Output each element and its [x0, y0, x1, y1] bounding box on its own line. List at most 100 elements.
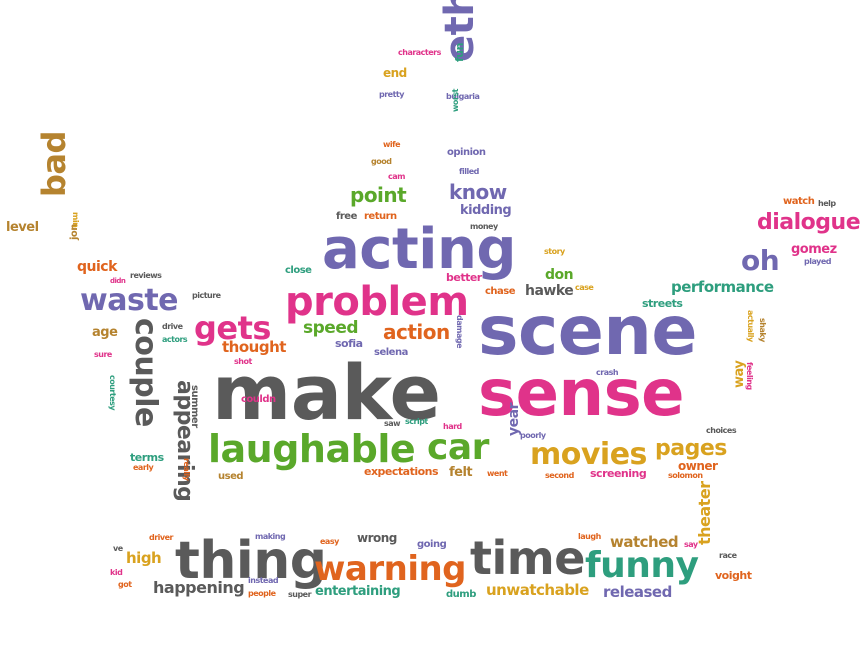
- word-super: super: [288, 590, 312, 599]
- word-actually: actually: [746, 310, 755, 342]
- word-point: point: [350, 183, 407, 207]
- word-expectations: expectations: [364, 465, 439, 478]
- word-feeling: feeling: [745, 362, 754, 390]
- word-owner: owner: [678, 459, 718, 473]
- word-ve: ve: [113, 544, 123, 553]
- word-crash: crash: [596, 368, 619, 377]
- word-age: age: [92, 325, 118, 340]
- word-funny: funny: [585, 545, 699, 586]
- word-pages: pages: [655, 436, 727, 461]
- word-filled: filled: [459, 167, 479, 176]
- word-streets: streets: [642, 297, 683, 310]
- word-case: case: [575, 283, 594, 292]
- word-hard: hard: [443, 422, 462, 431]
- word-selena: selena: [374, 347, 408, 358]
- word-gomez: gomez: [791, 242, 837, 257]
- word-time: time: [470, 531, 585, 585]
- word-opinion: opinion: [447, 147, 486, 158]
- word-end: end: [383, 66, 407, 80]
- word-instead: instead: [248, 576, 279, 585]
- word-level: level: [6, 220, 39, 235]
- word-terms: terms: [130, 451, 164, 464]
- word-performance: performance: [671, 278, 774, 296]
- word-acting: acting: [322, 217, 516, 282]
- word-race: race: [719, 551, 737, 560]
- word-screening: screening: [590, 467, 647, 480]
- word-dumb: dumb: [446, 589, 476, 600]
- word-characters: characters: [398, 48, 441, 57]
- word-played: played: [804, 257, 832, 266]
- word-unwatchable: unwatchable: [486, 581, 589, 599]
- word-couldn: couldn: [241, 394, 276, 405]
- word-dialogue: dialogue: [757, 210, 861, 235]
- word-entertaining: entertaining: [315, 584, 401, 599]
- word-saw: saw: [384, 419, 401, 428]
- word-hawke: hawke: [525, 283, 574, 299]
- word-oh: oh: [741, 244, 780, 277]
- word-poorly: poorly: [520, 431, 546, 440]
- word-laugh: laugh: [578, 532, 601, 541]
- word-happening: happening: [153, 578, 245, 597]
- word-going: going: [417, 539, 447, 550]
- word-summer: summer: [189, 385, 200, 428]
- word-free: free: [336, 211, 357, 222]
- word-early: early: [133, 463, 154, 472]
- word-sure: sure: [94, 350, 112, 359]
- word-damage: damage: [455, 315, 464, 349]
- word-sofia: sofia: [335, 337, 363, 350]
- word-thing: thing: [175, 531, 327, 591]
- word-fun: fun: [453, 43, 466, 62]
- word-help: help: [818, 199, 836, 208]
- word-close: close: [285, 265, 312, 276]
- word-choices: choices: [706, 426, 737, 435]
- word-thought: thought: [222, 338, 286, 356]
- word-kidding: kidding: [460, 203, 512, 218]
- word-people: people: [248, 589, 276, 598]
- word-voight: voight: [715, 569, 752, 582]
- word-laughable: laughable: [208, 427, 416, 471]
- word-gets: gets: [194, 309, 271, 347]
- word-better: better: [446, 271, 482, 284]
- word-courtesy: courtesy: [108, 375, 117, 411]
- word-story: story: [544, 247, 565, 256]
- word-second: second: [545, 471, 574, 480]
- word-felt: felt: [449, 465, 473, 480]
- word-know: know: [449, 180, 507, 204]
- word-drive: drive: [162, 322, 183, 331]
- word-shot: shot: [234, 357, 252, 366]
- word-problem: problem: [285, 279, 469, 325]
- word-min: min: [71, 212, 80, 228]
- word-movies: movies: [530, 437, 647, 472]
- word-picture: picture: [192, 291, 221, 300]
- word-return: return: [364, 211, 397, 222]
- word-driver: driver: [149, 533, 174, 542]
- word-couple: couple: [128, 318, 163, 427]
- word-action: action: [383, 320, 450, 344]
- word-quick: quick: [77, 259, 117, 275]
- word-shaky: shaky: [758, 318, 767, 342]
- word-didn: didn: [110, 277, 126, 285]
- word-used: used: [218, 471, 244, 482]
- word-scene: scene: [478, 292, 697, 371]
- word-say: say: [684, 540, 698, 549]
- word-cam: cam: [388, 172, 405, 181]
- word-making: making: [255, 532, 286, 541]
- word-watch: watch: [783, 196, 815, 207]
- word-money: money: [470, 222, 498, 231]
- word-car: car: [427, 427, 489, 468]
- word-watched: watched: [610, 533, 679, 551]
- word-speed: speed: [303, 318, 359, 338]
- word-got: got: [118, 580, 132, 589]
- word-theater: theater: [695, 481, 714, 545]
- word-make: make: [212, 348, 441, 437]
- word-good: good: [371, 157, 392, 166]
- word-reviews: reviews: [130, 271, 162, 280]
- word-year: year: [506, 403, 522, 436]
- word-released: released: [603, 583, 672, 601]
- word-wrong: wrong: [357, 531, 397, 545]
- word-easy: easy: [320, 537, 339, 546]
- word-worst: worst: [451, 89, 460, 112]
- word-chase: chase: [485, 286, 516, 297]
- word-high: high: [126, 549, 162, 567]
